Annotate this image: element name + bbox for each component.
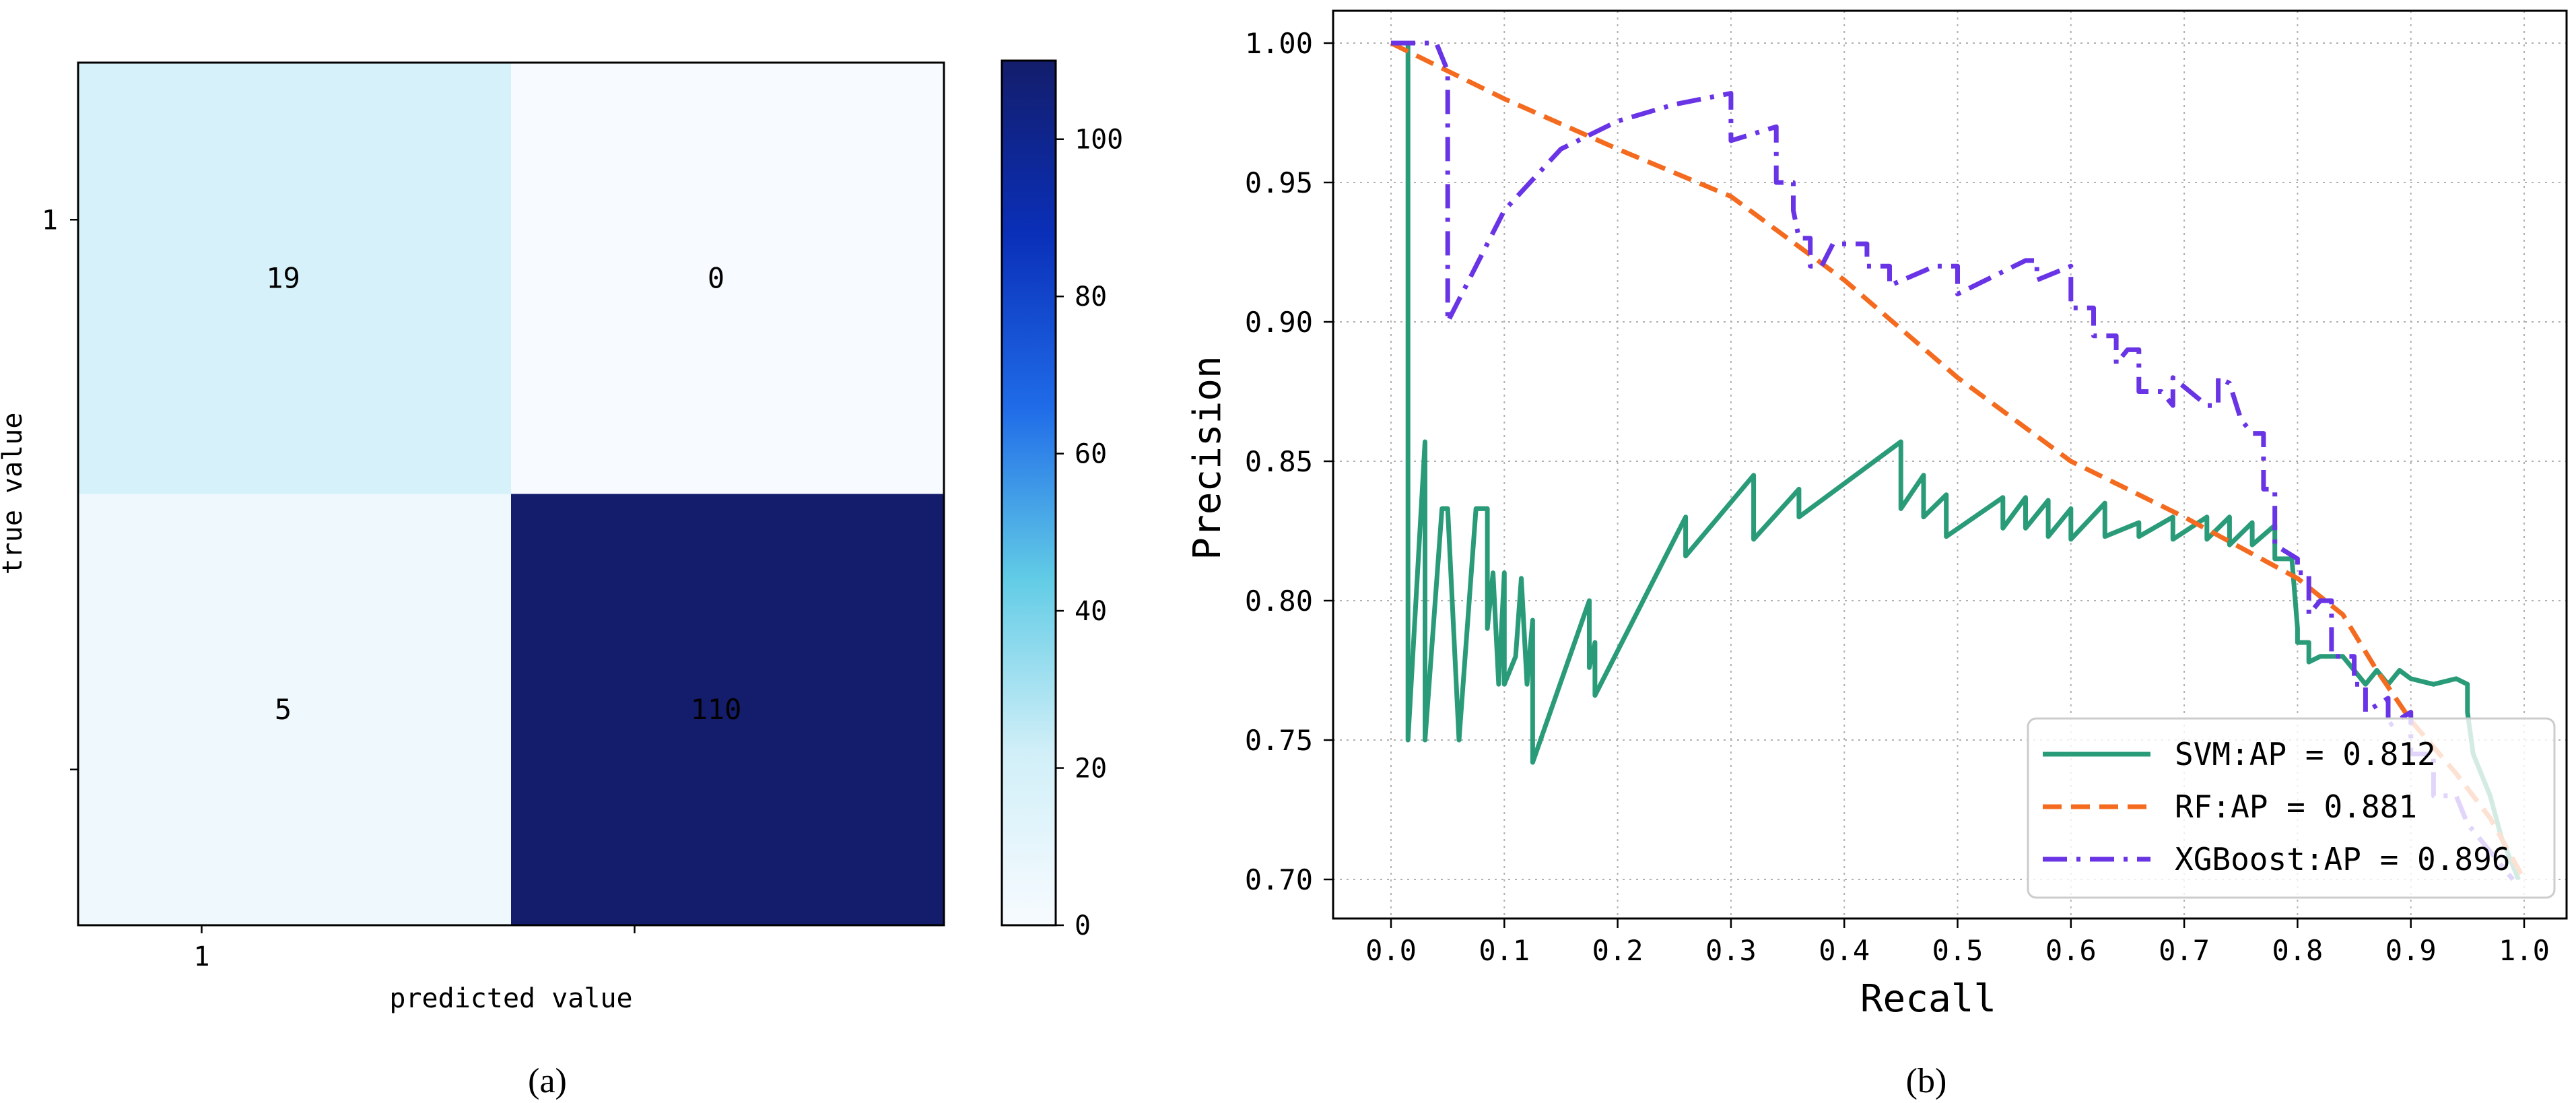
precision-recall-panel: 0.0 0.1 0.2 0.3 0.4 0.5 0.6 0.7 0.8 0.9 1.0 0.700.… (1186, 9, 2568, 1100)
heatmap-cell (78, 63, 511, 494)
x-tick-label: 0.6 (2045, 934, 2097, 967)
heatmap-cell (78, 494, 511, 925)
x-axis-label: predicted value (389, 983, 632, 1014)
legend: SVM:AP = 0.812 RF:AP = 0.881 XGBoost:AP = … (2027, 717, 2556, 899)
colorbar-tick-label: 0 (1075, 910, 1091, 941)
series-line-xgboost (1391, 40, 2515, 881)
y-tick-label: 0.85 (1245, 445, 1313, 478)
x-tick-label: 0.0 (1365, 934, 1417, 967)
x-tick-label: 0.5 (1932, 934, 1984, 967)
confusion-matrix-frame (77, 61, 945, 927)
y-tick-label: 0.80 (1245, 584, 1313, 617)
colorbar-tick-label: 80 (1075, 281, 1107, 312)
y-tick-label: 1.00 (1245, 27, 1313, 60)
x-tick-label: 0.7 (2159, 934, 2210, 967)
y-tick-label: 1 (42, 205, 58, 236)
x-tick-label: 1 (193, 941, 209, 972)
heatmap-cell (511, 494, 944, 925)
series-line-svm (1391, 40, 2521, 881)
x-ticks: 0.0 0.1 0.2 0.3 0.4 0.5 0.6 0.7 0.8 0.9 1.0 (1365, 918, 2550, 967)
y-tick-label: 0.90 (1245, 306, 1313, 339)
legend-label: SVM:AP = 0.812 (2175, 736, 2436, 772)
cell-value-label: 5 (275, 693, 292, 726)
confusion-matrix-panel: 19 05 110 11 predicted value true value 02… (0, 59, 1123, 1100)
colorbar-tick-label: 100 (1075, 125, 1123, 156)
x-tick-label: 0.1 (1479, 934, 1530, 967)
plot-frame (1332, 9, 2568, 920)
cell-value-label: 0 (708, 261, 724, 294)
y-axis-label: true value (0, 413, 28, 575)
x-tick-label: 1.0 (2499, 934, 2550, 967)
legend-label: RF:AP = 0.881 (2175, 789, 2417, 825)
y-axis-label-precision: Precision (1186, 356, 1229, 560)
cell-value-label: 110 (691, 693, 742, 726)
colorbar-tick-label: 40 (1075, 596, 1107, 627)
confusion-matrix-ticks: 11 (42, 205, 636, 972)
colorbar-ticks: 0 20 40 60 80 100 (1056, 125, 1123, 941)
x-axis-label-recall: Recall (1860, 977, 1996, 1021)
legend-label: XGBoost:AP = 0.896 (2175, 841, 2511, 877)
x-tick-label: 0.8 (2272, 934, 2323, 967)
x-tick-label: 0.2 (1592, 934, 1643, 967)
x-tick-label: 0.3 (1705, 934, 1757, 967)
x-tick-label: 0.9 (2385, 934, 2437, 967)
panel-label-a: (a) (528, 1062, 567, 1100)
cell-value-label: 19 (266, 261, 300, 294)
heatmap-cell (511, 63, 944, 494)
y-ticks: 0.70 0.75 0.80 0.85 0.90 0.95 1.00 (1245, 27, 1333, 896)
x-tick-label: 0.4 (1819, 934, 1870, 967)
colorbar-tick-label: 60 (1075, 439, 1107, 470)
legend-box (2027, 717, 2556, 899)
y-tick-label: 0.95 (1245, 166, 1313, 199)
confusion-matrix-cells: 19 0 5 110 (78, 63, 944, 925)
colorbar-tick-label: 20 (1075, 754, 1107, 784)
y-tick-label: 0.75 (1245, 724, 1313, 757)
colorbar (1001, 59, 1057, 927)
panel-label-b: (b) (1906, 1062, 1947, 1100)
y-tick-label: 0.70 (1245, 863, 1313, 896)
